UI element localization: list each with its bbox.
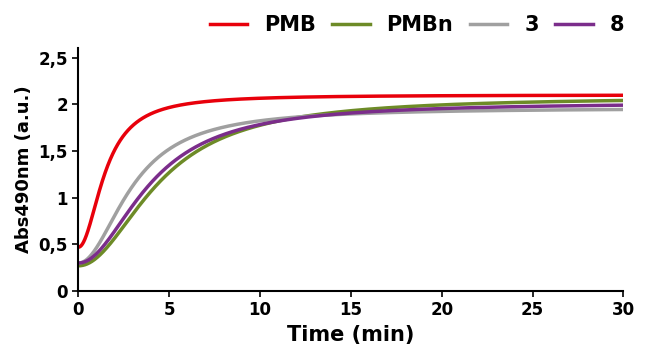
PMB bbox=[283, 95, 291, 100]
PMBn bbox=[136, 202, 144, 206]
8 bbox=[169, 160, 177, 164]
PMBn bbox=[609, 99, 617, 103]
PMBn bbox=[75, 264, 83, 268]
PMB bbox=[619, 93, 627, 98]
3 bbox=[75, 261, 83, 265]
3 bbox=[136, 173, 144, 177]
8 bbox=[307, 114, 315, 119]
PMB bbox=[75, 245, 83, 249]
PMB bbox=[136, 117, 144, 122]
Line: 8: 8 bbox=[79, 105, 623, 263]
3 bbox=[609, 107, 617, 112]
Legend: PMB, PMBn, 3, 8: PMB, PMBn, 3, 8 bbox=[210, 15, 624, 35]
X-axis label: Time (min): Time (min) bbox=[287, 325, 415, 345]
PMBn bbox=[619, 98, 627, 103]
Line: PMBn: PMBn bbox=[79, 100, 623, 266]
3 bbox=[169, 144, 177, 149]
Y-axis label: Abs490nm (a.u.): Abs490nm (a.u.) bbox=[15, 86, 33, 253]
3 bbox=[283, 116, 291, 120]
8 bbox=[283, 117, 291, 122]
8 bbox=[75, 261, 83, 265]
PMB bbox=[609, 93, 617, 98]
Line: 3: 3 bbox=[79, 109, 623, 263]
8 bbox=[136, 193, 144, 197]
3 bbox=[619, 107, 627, 112]
PMBn bbox=[283, 117, 291, 121]
PMBn bbox=[169, 167, 177, 171]
Line: PMB: PMB bbox=[79, 95, 623, 247]
3 bbox=[307, 114, 315, 118]
PMB bbox=[169, 104, 177, 109]
8 bbox=[619, 103, 627, 107]
8 bbox=[550, 104, 558, 108]
3 bbox=[550, 108, 558, 112]
PMB bbox=[550, 93, 558, 98]
PMB bbox=[307, 95, 315, 99]
8 bbox=[609, 103, 617, 107]
PMBn bbox=[307, 113, 315, 117]
PMBn bbox=[550, 99, 558, 104]
